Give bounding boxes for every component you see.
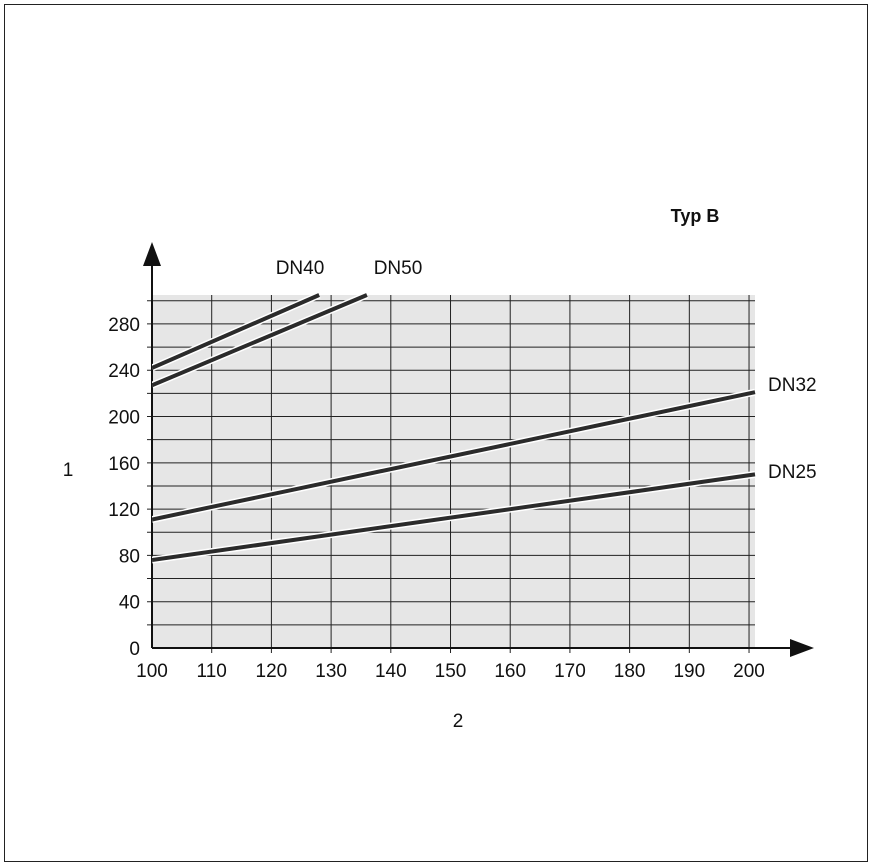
- y-tick-label: 80: [119, 546, 140, 567]
- x-tick-label: 170: [554, 661, 586, 682]
- x-tick-label: 110: [197, 661, 227, 682]
- y-tick-label: 240: [108, 361, 140, 382]
- x-axis-arrow: [790, 639, 814, 657]
- x-axis-label: 2: [453, 711, 464, 732]
- labels: Typ B 1 2 DN40 DN50 DN32 DN25: [63, 206, 817, 732]
- tick-labels: 100 110 120 130 140 150 160 170 180 190 200 0 40 80 12…: [108, 315, 765, 682]
- chart-title: Typ B: [671, 206, 720, 226]
- x-tick-label: 100: [136, 661, 168, 682]
- series-line-DN25: [152, 472, 756, 563]
- y-tick-label: 120: [108, 500, 140, 521]
- series-label-DN32: DN32: [768, 375, 817, 396]
- y-tick-label: 40: [119, 593, 140, 614]
- x-tick-label: 130: [315, 661, 347, 682]
- figure-frame: [4, 4, 868, 862]
- y-axis-label: 1: [63, 460, 74, 481]
- series-group: [152, 293, 756, 564]
- y-axis-arrow: [143, 242, 161, 266]
- series-line-DN32: [152, 390, 756, 522]
- plot-area: [152, 295, 755, 648]
- x-tick-label: 160: [494, 661, 526, 682]
- series-label-DN25: DN25: [768, 462, 817, 483]
- series-lines: [152, 293, 756, 564]
- series-label-DN40: DN40: [276, 258, 325, 279]
- series-label-DN50: DN50: [374, 258, 423, 279]
- x-tick-label: 140: [375, 661, 407, 682]
- x-tick-label: 180: [614, 661, 646, 682]
- series-line-DN50: [152, 293, 368, 388]
- x-tick-label: 200: [733, 661, 765, 682]
- x-tick-label: 190: [673, 661, 705, 682]
- axes: [143, 242, 814, 657]
- x-tick-label: 150: [435, 661, 467, 682]
- series-line-DN40: [152, 293, 320, 370]
- y-tick-label: 0: [129, 639, 140, 660]
- y-tick-label: 160: [108, 454, 140, 475]
- x-tick-label: 120: [256, 661, 288, 682]
- y-tick-label: 280: [108, 315, 140, 336]
- y-tick-label: 200: [108, 408, 140, 429]
